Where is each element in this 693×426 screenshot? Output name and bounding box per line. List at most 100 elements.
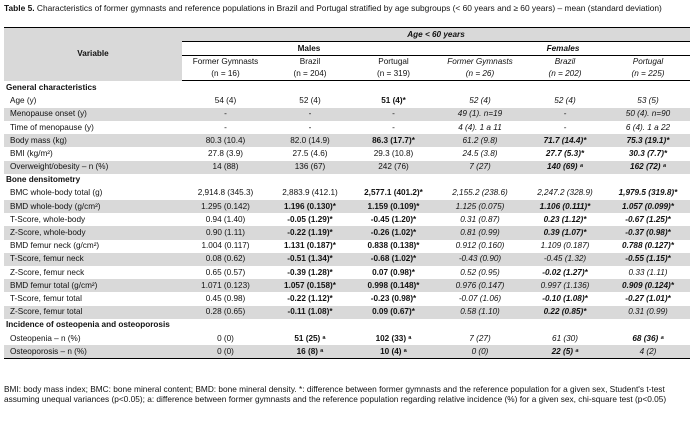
table-cell: 27.5 (4.6) (292, 148, 328, 158)
table-cell: -0.07 (1.06) (458, 293, 502, 303)
column-header-name: Portugal (378, 57, 409, 67)
table-cell: 7 (27) (469, 162, 491, 172)
table-cell: - (563, 109, 567, 119)
table-cell: -0.10 (1.08)* (542, 293, 588, 303)
table-row: BMD femur neck (g/cm²) 1.004 (0.117) 1.131… (4, 240, 690, 253)
table-cell: 4 (2) (606, 345, 690, 360)
table-cell: 242 (76) (378, 162, 409, 172)
column-header-n: (n = 26) (465, 69, 495, 79)
table-cell: 80.3 (10.4) (205, 135, 246, 145)
table-cell: 0.39 (1.07)* (543, 228, 587, 238)
table-row: T-Score, whole-body 0.94 (1.40) -0.05 (1.2… (4, 213, 690, 226)
table-cell: 0.31 (0.99) (628, 307, 668, 317)
table-cell: -0.11 (1.08)* (287, 307, 333, 317)
section-header-row: Bone densitometry (4, 174, 690, 187)
table-cell: 0.81 (0.99) (460, 228, 500, 238)
table-cell: - (392, 122, 395, 132)
table-cell: 0.788 (0.127)* (622, 241, 674, 251)
table-cell: 24.5 (3.8) (462, 148, 498, 158)
row-label: BMD whole-body (g/cm²) (10, 201, 101, 211)
table-cell: -0.27 (1.01)* (625, 293, 671, 303)
table-cell: 0.23 (1.12)* (543, 214, 587, 224)
table-row: T-Score, femur neck 0.08 (0.62) -0.51 (1.3… (4, 252, 690, 266)
table-cell: 140 (69) ᵃ (547, 162, 583, 172)
row-label: T-Score, femur total (10, 293, 82, 303)
column-header-n: (n = 16) (211, 69, 240, 79)
table-cell: 75.3 (19.1)* (626, 135, 670, 145)
table-row: Z-Score, whole-body 0.90 (1.11) -0.22 (1.1… (4, 226, 690, 240)
table-cell: 0 (0) (217, 333, 234, 343)
section-title: Incidence of osteopenia and osteoporosis (6, 320, 170, 330)
table-cell: -0.51 (1.34)* (287, 254, 333, 264)
table-cell: 68 (36) ᵃ (632, 333, 664, 343)
column-header-name: Brazil (299, 57, 321, 67)
table-cell: -0.67 (1.25)* (625, 214, 671, 224)
table-cell: 0 (0) (182, 345, 269, 360)
table-cell: 0 (0) (436, 345, 524, 360)
table-cell: -0.05 (1.29)* (287, 214, 333, 224)
table-row: Osteopenia – n (%) 0 (0) 51 (25) ᵃ 102 (33)… (4, 332, 690, 345)
table-cell: 0.28 (0.65) (205, 307, 246, 317)
table-cell: 2,883.9 (412.1) (282, 188, 338, 198)
row-label: Osteopenia – n (%) (10, 333, 81, 343)
row-label: BMD femur neck (g/cm²) (10, 241, 100, 251)
table-row: Z-Score, femur total 0.28 (0.65) -0.11 (1.… (4, 305, 690, 319)
table-caption: Table 5. Characteristics of former gymna… (4, 3, 690, 14)
table-cell: 1,979.5 (319.8)* (618, 188, 678, 198)
table-row: Osteoporosis – n (%) 0 (0) 16 (8) ᵃ 10 (4) … (4, 345, 690, 360)
row-label: T-Score, whole-body (10, 214, 86, 224)
table-row: T-Score, femur total 0.45 (0.98) -0.22 (1.… (4, 292, 690, 305)
table-cell: 52 (4) (554, 96, 576, 106)
table-cell: 162 (72) ᵃ (630, 162, 666, 172)
table-cell: 1.004 (0.117) (201, 241, 250, 251)
table-cell: 2,247.2 (328.9) (537, 188, 593, 198)
table-cell: 27.7 (5.3)* (545, 148, 585, 158)
row-label: Overweight/obesity – n (%) (10, 162, 109, 172)
column-header: Former Gymnasts (n = 16) (182, 55, 269, 82)
table-cell: 1.131 (0.187)* (284, 241, 336, 251)
table-row: Z-Score, femur neck 0.65 (0.57) -0.39 (1.2… (4, 266, 690, 279)
table-cell: 16 (8) ᵃ (269, 345, 351, 360)
table-cell: - (308, 122, 312, 132)
table-row: BMI (kg/m²) 27.8 (3.9) 27.5 (4.6) 29.3 (10.… (4, 147, 690, 160)
column-header: Portugal (n = 225) (606, 55, 690, 82)
table-row: Menopause onset (y) - - - 49 (1). n=19 - 50 (4… (4, 107, 690, 121)
table-cell: 30.3 (7.7)* (628, 148, 668, 158)
table-cell: 0.45 (0.98) (205, 293, 246, 303)
table-cell: - (224, 109, 227, 119)
table-cell: 29.3 (10.8) (373, 148, 414, 158)
row-label: BMD femur total (g/cm²) (10, 280, 98, 290)
table-footnote: BMI: body mass index; BMC: bone mineral … (4, 384, 667, 405)
table-row: BMD whole-body (g/cm²) 1.295 (0.142) 1.196… (4, 200, 690, 214)
column-header-name: Portugal (632, 57, 664, 67)
row-label: Age (y) (10, 96, 37, 106)
table-cell: 52 (4) (299, 96, 321, 106)
table-row: Body mass (kg) 80.3 (10.4) 82.0 (14.9) 86.3… (4, 134, 690, 148)
table-cell: 53 (5) (637, 96, 659, 106)
table-row: BMC whole-body total (g) 2,914.8 (345.3) 2… (4, 187, 690, 200)
age-group-header: Age < 60 years (182, 26, 690, 43)
row-label: Z-Score, femur neck (10, 267, 85, 277)
table-cell: 0.998 (0.148)* (367, 280, 420, 290)
column-header-name: Former Gymnasts (192, 57, 259, 67)
table-cell: 1.196 (0.130)* (284, 201, 336, 211)
row-label: BMC whole-body total (g) (10, 188, 103, 198)
column-header: Brazil (n = 202) (524, 55, 606, 82)
caption-text: Characteristics of former gymnasts and r… (34, 3, 662, 13)
column-header-name: Brazil (554, 57, 576, 67)
characteristics-table: Variable Age < 60 years Males Females Fo… (4, 26, 690, 360)
table-cell: 54 (4) (214, 96, 237, 106)
table-cell: 0.838 (0.138)* (367, 241, 420, 251)
table-cell: 136 (67) (294, 162, 326, 172)
column-header-n: (n = 225) (631, 69, 665, 79)
table-cell: -0.39 (1.28)* (287, 267, 333, 277)
row-label: T-Score, femur neck (10, 254, 84, 264)
row-label: Body mass (kg) (10, 135, 67, 145)
column-header-name: Former Gymnasts (447, 57, 513, 67)
table-cell: 10 (4) ᵃ (351, 345, 436, 360)
row-label: Time of menopause (y) (10, 122, 94, 132)
caption-label: Table 5. (4, 3, 35, 13)
table-cell: -0.23 (0.98)* (370, 293, 417, 303)
row-label: Osteoporosis – n (%) (4, 345, 182, 360)
table-cell: -0.45 (1.32) (543, 254, 587, 264)
